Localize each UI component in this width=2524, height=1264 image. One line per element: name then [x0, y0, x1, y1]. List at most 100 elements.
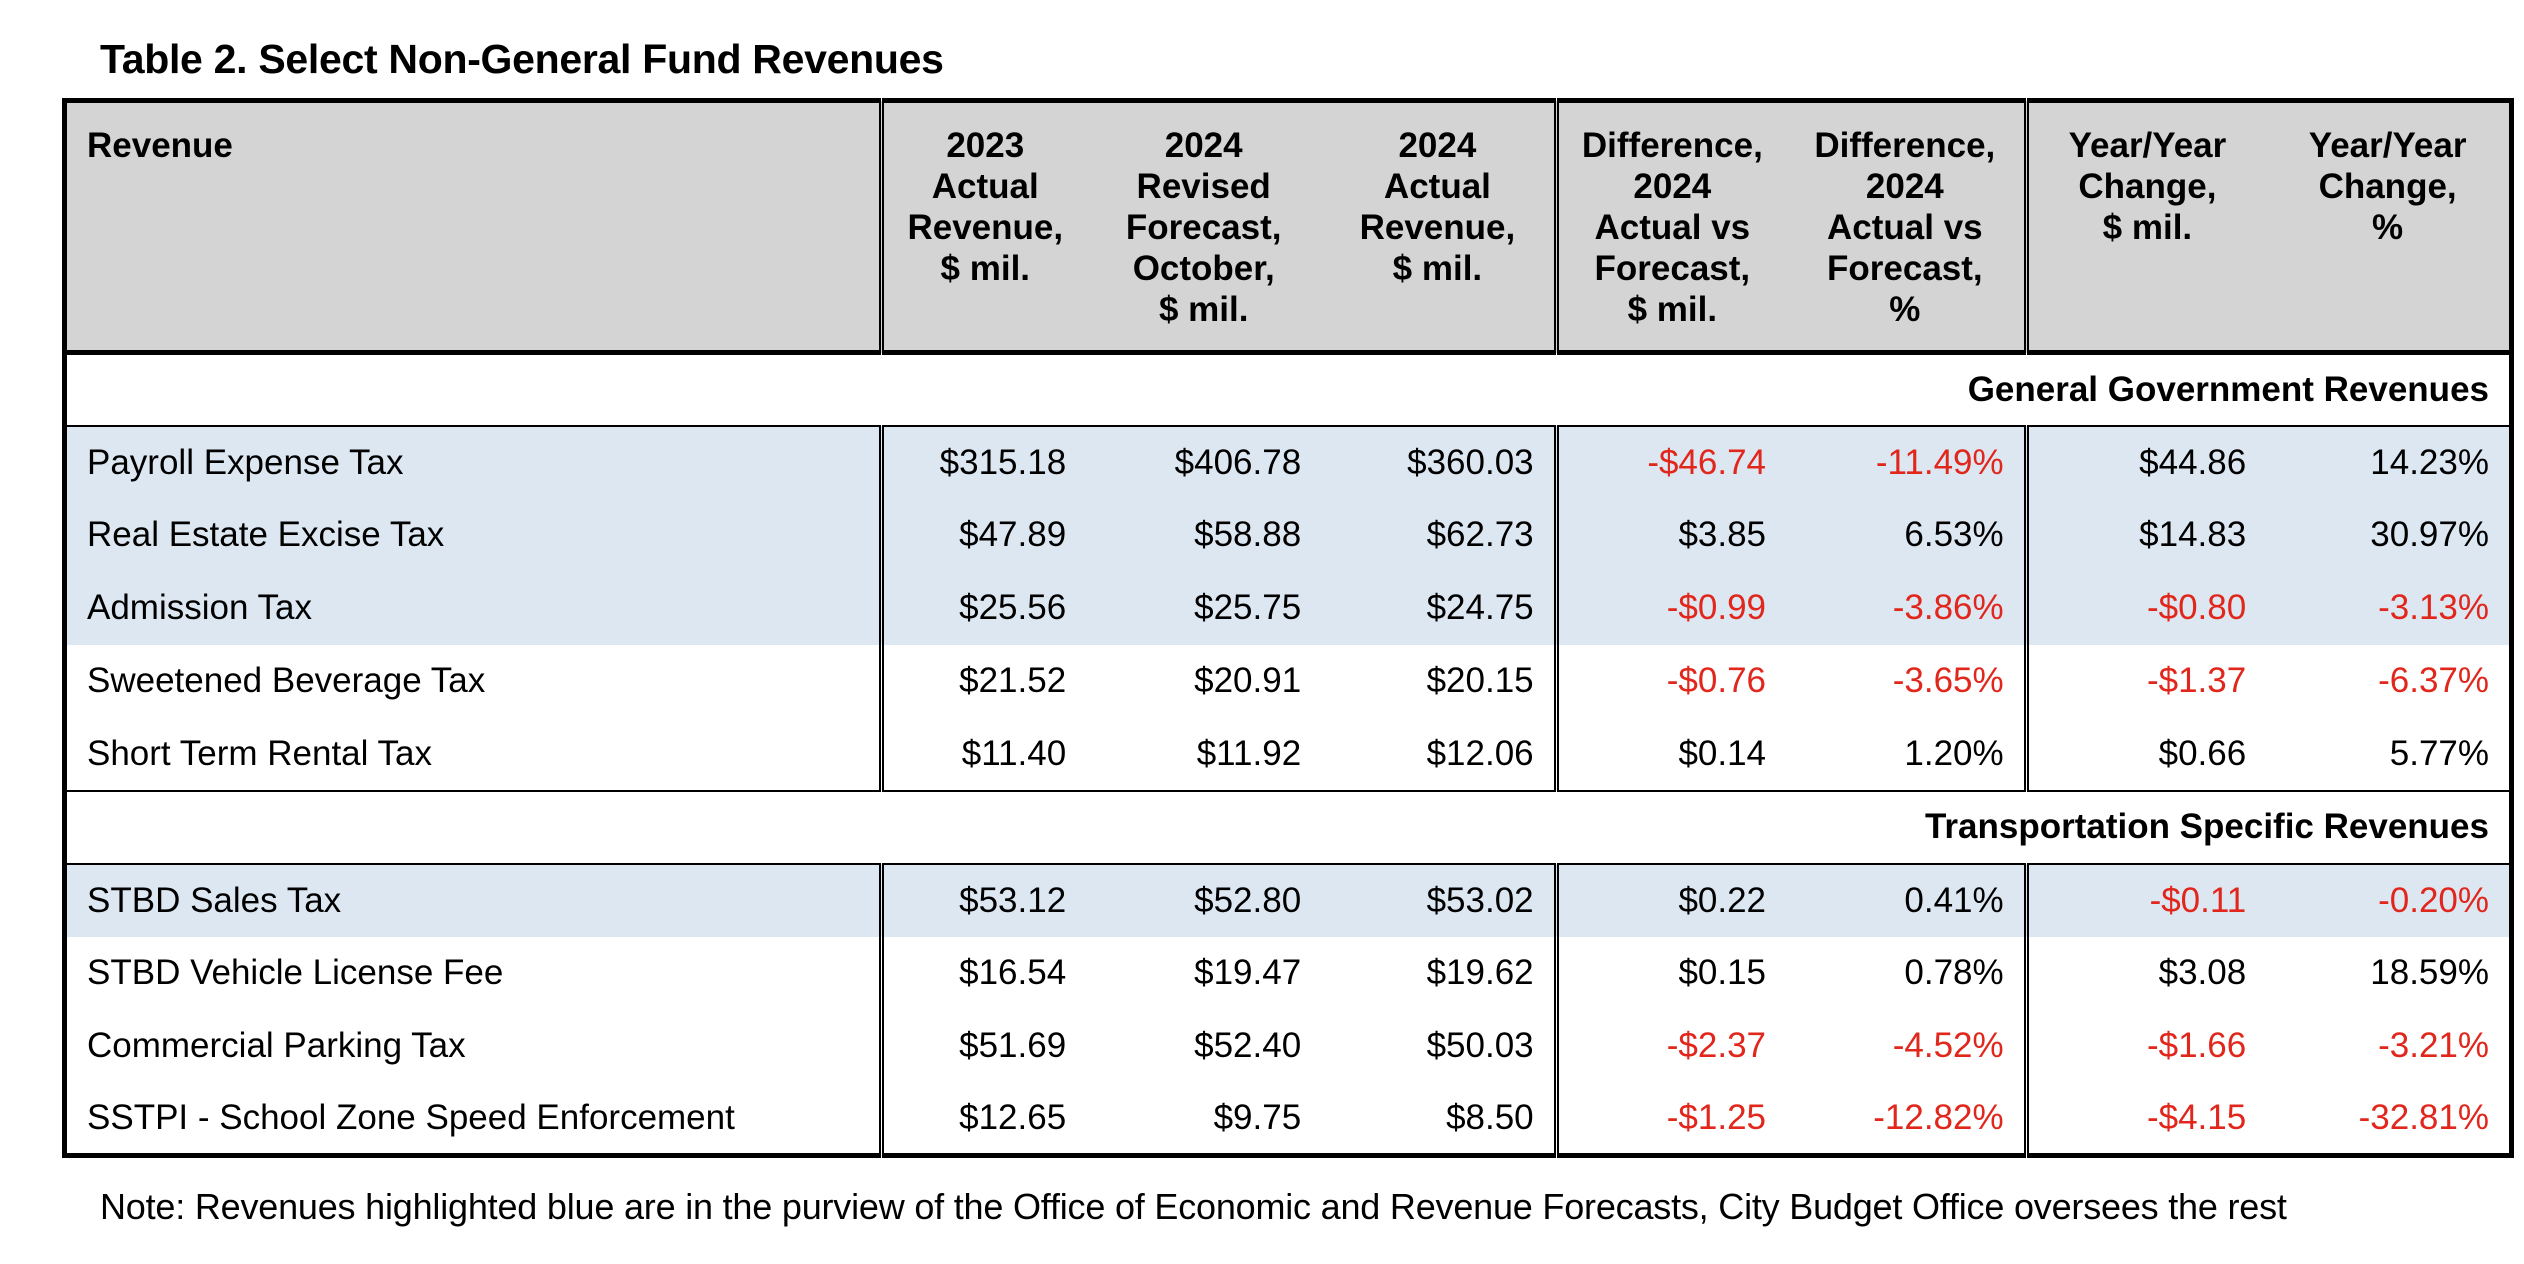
section-title: Transportation Specific Revenues	[64, 789, 2512, 865]
value-cell: -11.49%	[1786, 425, 2029, 499]
value-cell: $25.75	[1086, 571, 1322, 645]
value-cell: $62.73	[1321, 498, 1559, 572]
section-row: General Government Revenues	[64, 351, 2512, 427]
header-line: Difference,	[1581, 126, 1763, 165]
value-cell: $360.03	[1321, 425, 1559, 499]
value-cell: $20.15	[1321, 644, 1559, 718]
value-cell: $47.89	[881, 498, 1087, 572]
value-cell: -6.37%	[2266, 644, 2512, 718]
value-cell: 5.77%	[2266, 717, 2512, 791]
table-row: Sweetened Beverage Tax $21.52 $20.91 $20.15…	[64, 644, 2512, 718]
value-cell: -$2.37	[1556, 1009, 1787, 1083]
header-line: $ mil.	[940, 249, 1031, 288]
header-line: Year/Year	[2308, 126, 2467, 165]
value-cell: -$1.37	[2026, 644, 2267, 718]
value-cell: $51.69	[881, 1009, 1087, 1083]
table-caption: Table 2. Select Non-General Fund Revenue…	[100, 36, 944, 82]
value-cell: -$4.15	[2026, 1082, 2267, 1156]
header-2023-actual-revenue: 2023 Actual Revenue, $ mil.	[881, 100, 1087, 355]
revenue-name-cell: STBD Vehicle License Fee	[64, 936, 885, 1010]
value-cell: $19.47	[1086, 936, 1322, 1010]
value-cell: 14.23%	[2266, 425, 2512, 499]
value-cell: -32.81%	[2266, 1082, 2512, 1156]
value-cell: $8.50	[1321, 1082, 1559, 1156]
value-cell: $24.75	[1321, 571, 1559, 645]
value-cell: -$1.25	[1556, 1082, 1787, 1156]
value-cell: $21.52	[881, 644, 1087, 718]
value-cell: $11.92	[1086, 717, 1322, 791]
revenue-name-cell: Commercial Parking Tax	[64, 1009, 885, 1083]
value-cell: $3.08	[2026, 936, 2267, 1010]
revenue-table: Revenue 2023 Actual Revenue, $ mil. 2024 Revis…	[62, 98, 2514, 1158]
value-cell: -$0.11	[2026, 863, 2267, 937]
table-row: Payroll Expense Tax $315.18 $406.78 $360.03…	[64, 425, 2512, 499]
value-cell: $50.03	[1321, 1009, 1559, 1083]
header-line: Revised	[1136, 167, 1271, 206]
revenue-name-cell: SSTPI - School Zone Speed Enforcement	[64, 1082, 885, 1156]
table-row: Short Term Rental Tax $11.40 $11.92 $12.06 $…	[64, 717, 2512, 791]
header-difference-percent: Difference, 2024 Actual vs Forecast,%	[1786, 100, 2029, 355]
table-row: STBD Sales Tax $53.12 $52.80 $53.02 $0.22 0.4…	[64, 863, 2512, 937]
value-cell: $0.22	[1556, 863, 1787, 937]
revenue-name-cell: Short Term Rental Tax	[64, 717, 885, 791]
header-line: Revenue,	[1359, 208, 1516, 247]
value-cell: 1.20%	[1786, 717, 2029, 791]
header-yoy-change-percent: Year/Year Change,%	[2266, 100, 2512, 355]
value-cell: $53.12	[881, 863, 1087, 937]
header-line: Actual	[931, 167, 1039, 206]
table-row: Commercial Parking Tax $51.69 $52.40 $50.03…	[64, 1009, 2512, 1083]
header-2024-actual-revenue: 2024 Actual Revenue, $ mil.	[1321, 100, 1559, 355]
value-cell: $12.06	[1321, 717, 1559, 791]
value-cell: -4.52%	[1786, 1009, 2029, 1083]
header-line: $ mil.	[1627, 290, 1718, 329]
header-line: 2024	[1865, 167, 1944, 206]
header-line: Actual vs	[1827, 208, 1983, 247]
value-cell: $406.78	[1086, 425, 1322, 499]
header-line: Change,	[2078, 167, 2217, 206]
header-line: $ mil.	[1158, 290, 1249, 329]
value-cell: -12.82%	[1786, 1082, 2029, 1156]
header-revenue: Revenue	[64, 100, 885, 355]
value-cell: $14.83	[2026, 498, 2267, 572]
value-cell: $0.14	[1556, 717, 1787, 791]
value-cell: 0.78%	[1786, 936, 2029, 1010]
revenue-name-cell: Sweetened Beverage Tax	[64, 644, 885, 718]
table-row: Admission Tax $25.56 $25.75 $24.75 -$0.99 -3.…	[64, 571, 2512, 645]
value-cell: $20.91	[1086, 644, 1322, 718]
value-cell: -$1.66	[2026, 1009, 2267, 1083]
header-line: Change,	[2318, 167, 2457, 206]
value-cell: $16.54	[881, 936, 1087, 1010]
value-cell: -3.13%	[2266, 571, 2512, 645]
header-line: Revenue	[87, 126, 233, 165]
value-cell: -3.65%	[1786, 644, 2029, 718]
revenue-name-cell: Real Estate Excise Tax	[64, 498, 885, 572]
value-cell: $0.66	[2026, 717, 2267, 791]
header-line: Year/Year	[2068, 126, 2227, 165]
header-line: %	[2372, 208, 2404, 247]
revenue-name-cell: Payroll Expense Tax	[64, 425, 885, 499]
header-line: Forecast,	[1594, 249, 1751, 288]
revenue-name-cell: STBD Sales Tax	[64, 863, 885, 937]
header-line: 2024	[1164, 126, 1243, 165]
value-cell: $0.15	[1556, 936, 1787, 1010]
section-row: Transportation Specific Revenues	[64, 789, 2512, 865]
header-difference-dollars: Difference, 2024 Actual vs Forecast, $ mil.	[1556, 100, 1787, 355]
header-line: Forecast,	[1827, 249, 1983, 288]
table-row: SSTPI - School Zone Speed Enforcement $12…	[64, 1082, 2512, 1156]
header-yoy-change-dollars: Year/Year Change, $ mil.	[2026, 100, 2267, 355]
header-line: $ mil.	[2102, 208, 2193, 247]
value-cell: $19.62	[1321, 936, 1559, 1010]
header-line: 2024	[1633, 167, 1712, 206]
value-cell: -$46.74	[1556, 425, 1787, 499]
header-line: Forecast,	[1125, 208, 1282, 247]
header-2024-revised-forecast: 2024 Revised Forecast, October, $ mil.	[1086, 100, 1322, 355]
table-row: STBD Vehicle License Fee $16.54 $19.47 $19.…	[64, 936, 2512, 1010]
value-cell: 18.59%	[2266, 936, 2512, 1010]
header-line: 2023	[946, 126, 1025, 165]
section-title: General Government Revenues	[64, 351, 2512, 427]
value-cell: 0.41%	[1786, 863, 2029, 937]
value-cell: $52.80	[1086, 863, 1322, 937]
header-line: Actual	[1383, 167, 1491, 206]
value-cell: $25.56	[881, 571, 1087, 645]
value-cell: $3.85	[1556, 498, 1787, 572]
